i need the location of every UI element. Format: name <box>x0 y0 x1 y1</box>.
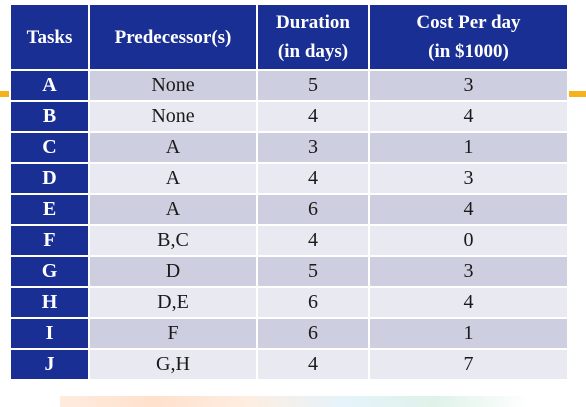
task-cell: H <box>9 286 90 319</box>
header-duration-line1: Duration <box>276 12 350 33</box>
cost-cell: 1 <box>368 317 569 350</box>
header-duration-line2: (in days) <box>277 41 349 62</box>
duration-cell: 3 <box>256 131 370 164</box>
predecessor-cell: B,C <box>88 224 258 257</box>
accent-bar-right <box>562 91 586 97</box>
table-header-row: Tasks Predecessor(s) Duration (in days) … <box>9 3 569 71</box>
cost-cell: 0 <box>368 224 569 257</box>
header-duration: Duration (in days) <box>256 3 370 71</box>
predecessor-cell: G,H <box>88 348 258 381</box>
task-cell: A <box>9 69 90 102</box>
predecessor-cell: D <box>88 255 258 288</box>
accent-bar-left <box>0 91 14 97</box>
task-cell: B <box>9 100 90 133</box>
task-cell: D <box>9 162 90 195</box>
table-row: I F 6 1 <box>9 317 569 350</box>
duration-cell: 6 <box>256 286 370 319</box>
header-cost-line1: Cost Per day <box>416 12 521 33</box>
task-cell: I <box>9 317 90 350</box>
header-cost-line2: (in $1000) <box>428 41 509 62</box>
predecessor-cell: F <box>88 317 258 350</box>
header-predecessors-label: Predecessor(s) <box>114 26 232 48</box>
table-row: G D 5 3 <box>9 255 569 288</box>
task-cell: E <box>9 193 90 226</box>
table-row: A None 5 3 <box>9 69 569 102</box>
task-cell: F <box>9 224 90 257</box>
table-row: E A 6 4 <box>9 193 569 226</box>
task-cell: C <box>9 131 90 164</box>
duration-cell: 6 <box>256 317 370 350</box>
predecessor-cell: A <box>88 193 258 226</box>
header-cost: Cost Per day (in $1000) <box>368 3 569 71</box>
cost-cell: 3 <box>368 69 569 102</box>
table-row: D A 4 3 <box>9 162 569 195</box>
cost-cell: 4 <box>368 286 569 319</box>
duration-cell: 4 <box>256 348 370 381</box>
table-row: H D,E 6 4 <box>9 286 569 319</box>
table-row: B None 4 4 <box>9 100 569 133</box>
cost-cell: 3 <box>368 162 569 195</box>
predecessor-cell: None <box>88 100 258 133</box>
duration-cell: 4 <box>256 162 370 195</box>
table-row: F B,C 4 0 <box>9 224 569 257</box>
predecessor-cell: A <box>88 131 258 164</box>
duration-cell: 4 <box>256 224 370 257</box>
task-cell: J <box>9 348 90 381</box>
cost-cell: 4 <box>368 193 569 226</box>
duration-cell: 5 <box>256 255 370 288</box>
cost-cell: 4 <box>368 100 569 133</box>
table-row: J G,H 4 7 <box>9 348 569 381</box>
predecessor-cell: D,E <box>88 286 258 319</box>
decorative-watermark <box>60 396 530 407</box>
duration-cell: 4 <box>256 100 370 133</box>
predecessor-cell: None <box>88 69 258 102</box>
cost-cell: 7 <box>368 348 569 381</box>
duration-cell: 5 <box>256 69 370 102</box>
task-cell: G <box>9 255 90 288</box>
header-tasks-label: Tasks <box>26 26 73 48</box>
duration-cell: 6 <box>256 193 370 226</box>
cost-cell: 3 <box>368 255 569 288</box>
header-predecessors: Predecessor(s) <box>88 3 258 71</box>
table-row: C A 3 1 <box>9 131 569 164</box>
header-tasks: Tasks <box>9 3 90 71</box>
cost-cell: 1 <box>368 131 569 164</box>
predecessor-cell: A <box>88 162 258 195</box>
task-schedule-table: Tasks Predecessor(s) Duration (in days) … <box>9 3 569 381</box>
